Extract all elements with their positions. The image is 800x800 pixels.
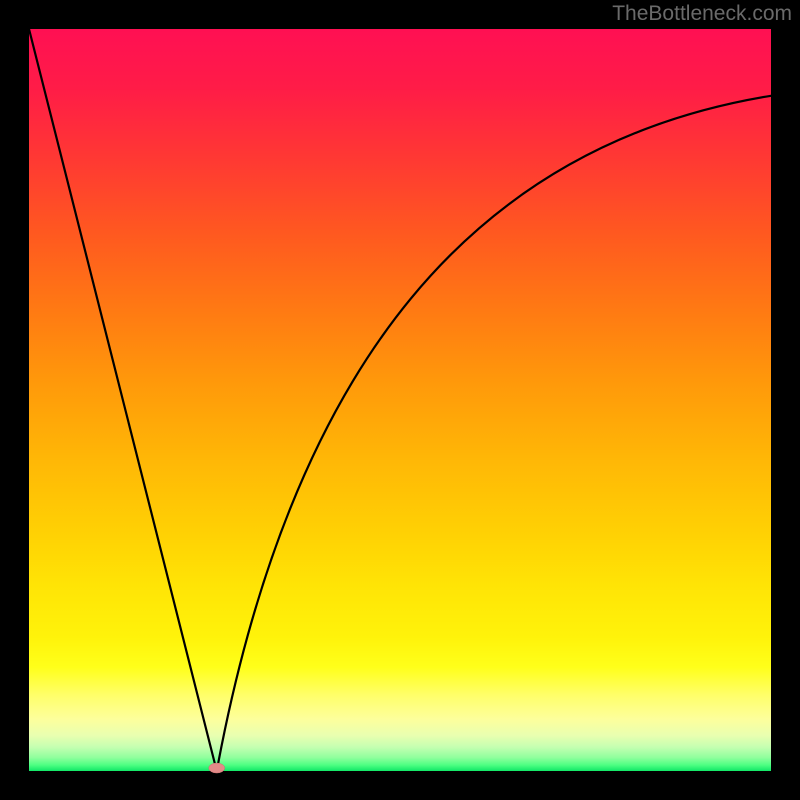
watermark-text: TheBottleneck.com [612,2,792,26]
chart-container: TheBottleneck.com [0,0,800,800]
bottleneck-chart [0,0,800,800]
